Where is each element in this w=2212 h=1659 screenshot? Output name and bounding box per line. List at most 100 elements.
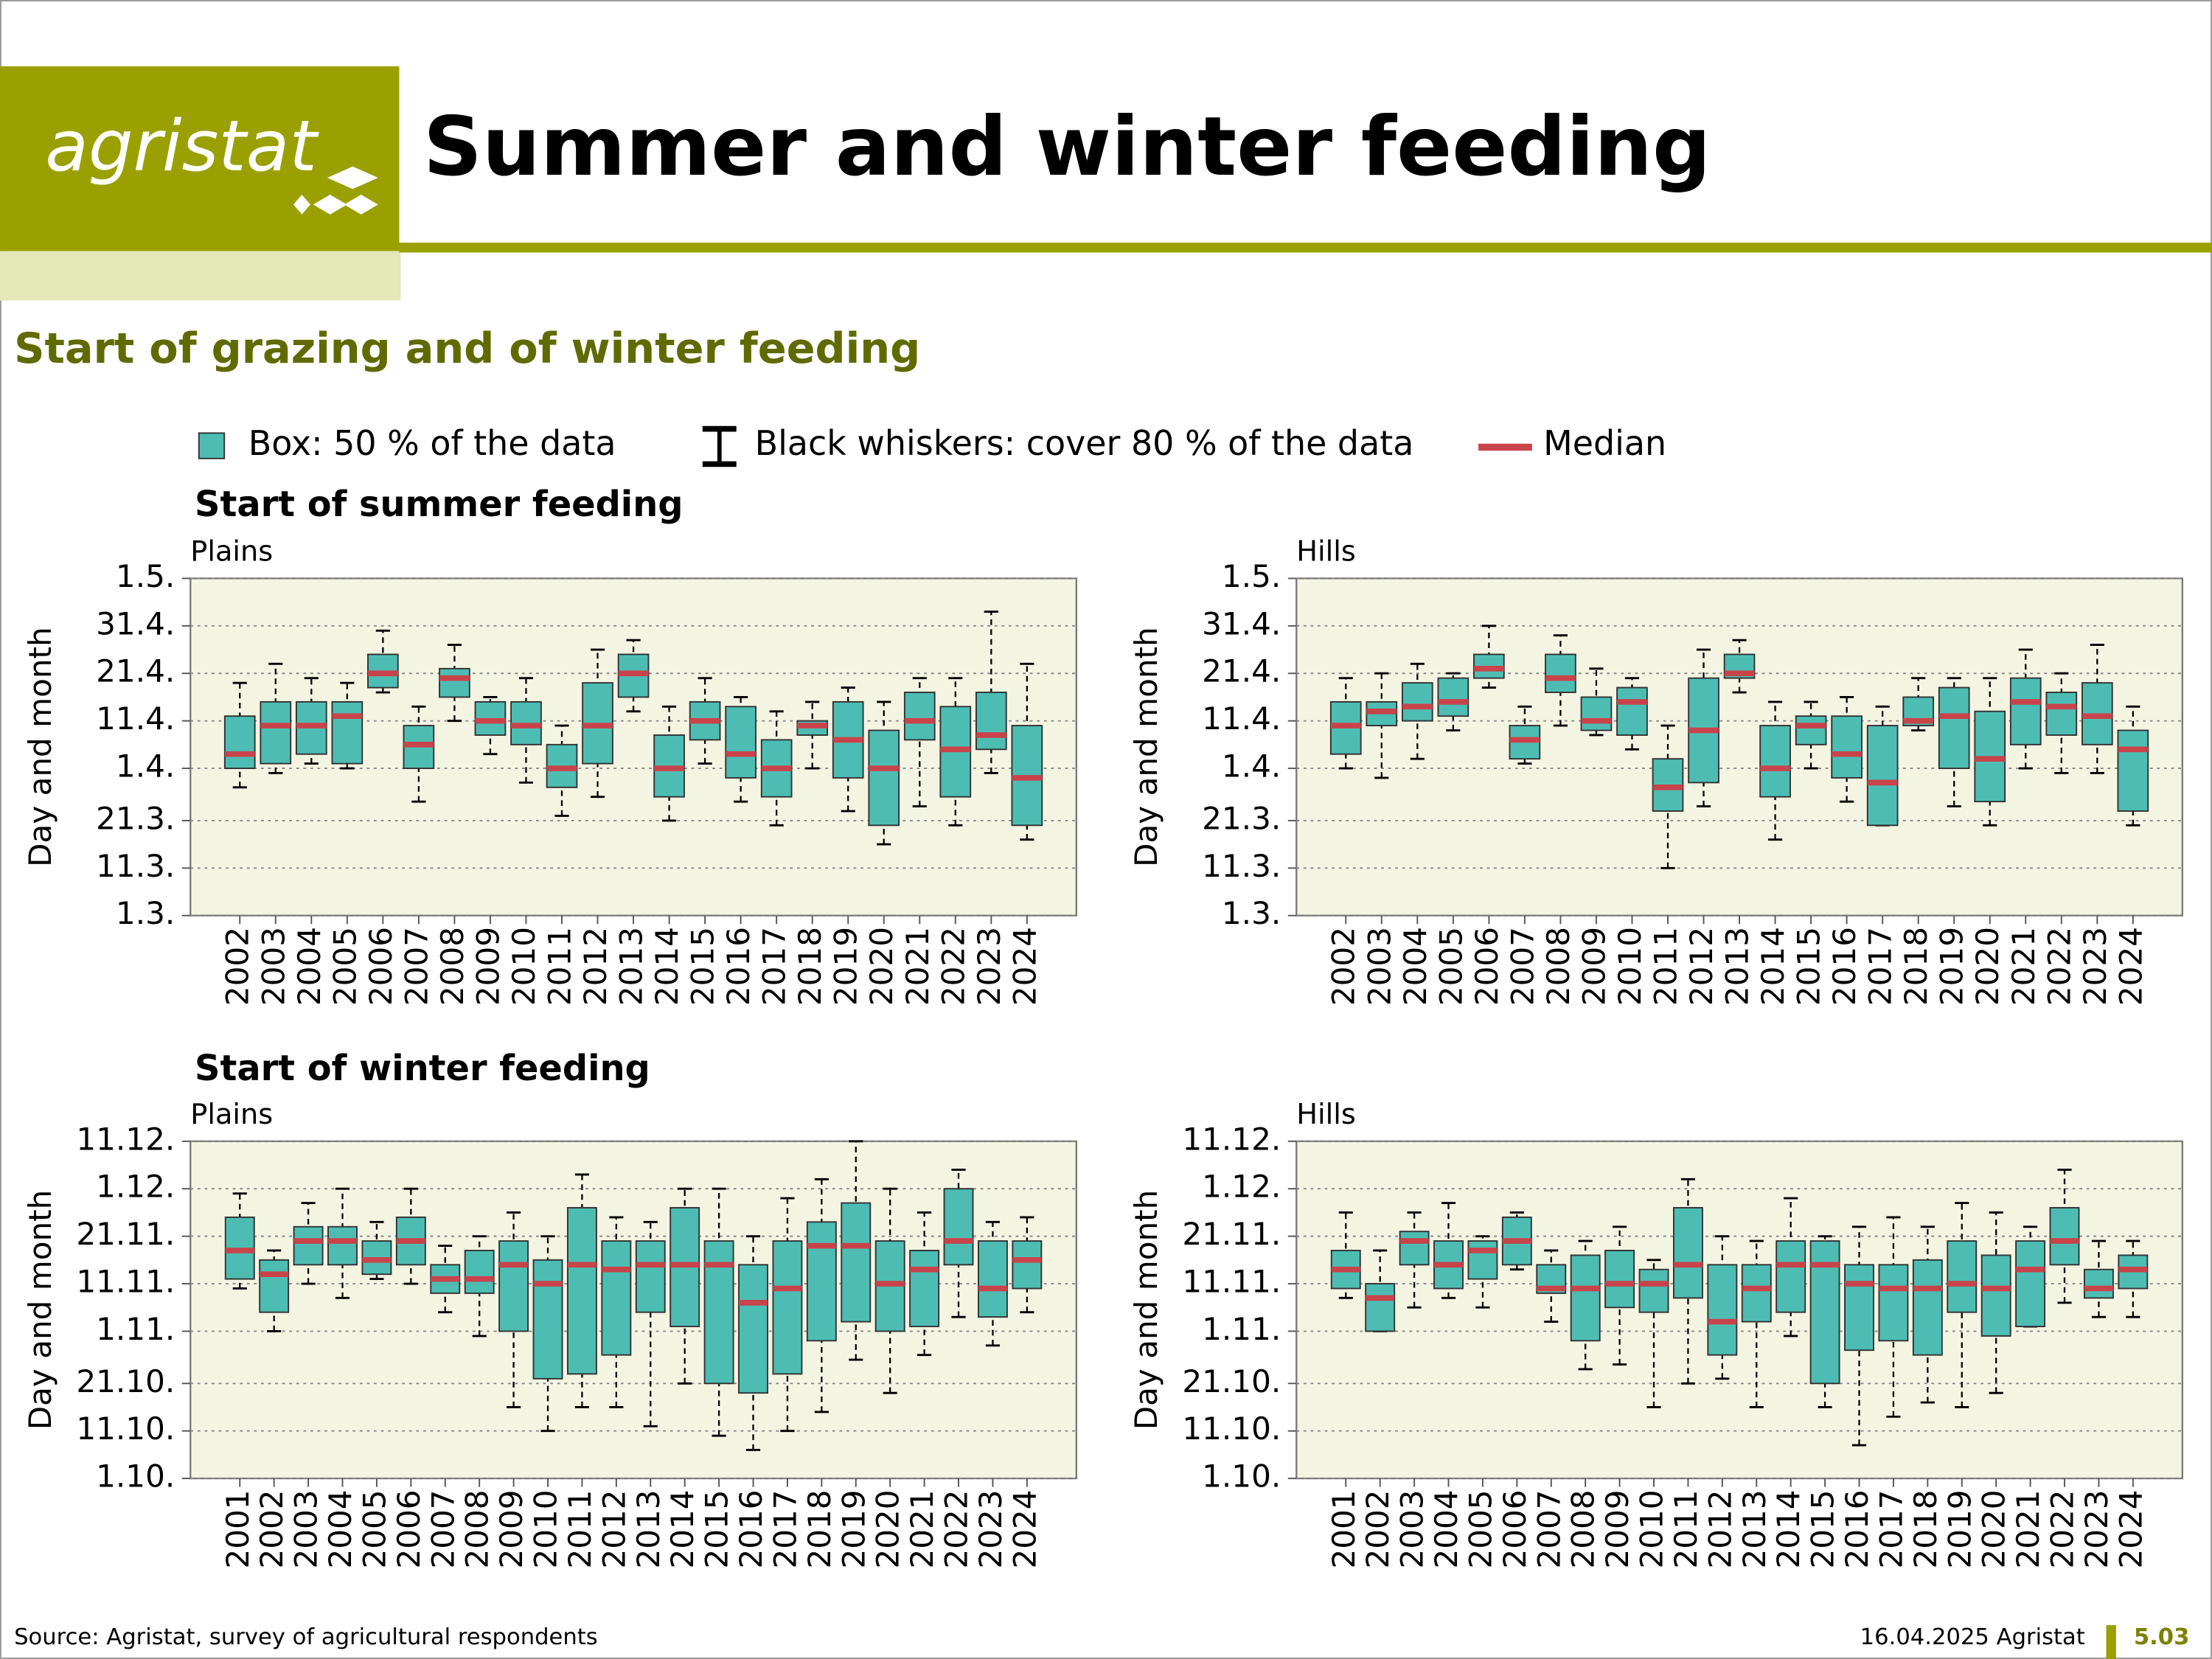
x-tick-label: 2024 (2112, 927, 2149, 1006)
box (1604, 1250, 1635, 1309)
x-tick-label: 2011 (562, 1489, 598, 1568)
box (498, 1240, 529, 1332)
legend-whisker-label: Black whiskers: cover 80 % of the data (755, 423, 1414, 463)
x-tick-label: 2016 (1839, 1489, 1875, 1568)
footer-page: 5.03 (2134, 1624, 2190, 1650)
y-tick-label: 1.4. (1222, 748, 1281, 785)
y-tick-label: 21.4. (1202, 653, 1281, 689)
x-tick-label: 2005 (327, 927, 363, 1006)
x-tick-label: 2021 (2006, 927, 2042, 1006)
box (1467, 1240, 1498, 1280)
x-tick-label: 2022 (2041, 927, 2077, 1006)
x-tick-label: 2016 (733, 1489, 769, 1568)
y-tick-label: 11.4. (96, 700, 175, 737)
x-tick-label: 2022 (935, 927, 971, 1006)
x-tick-label: 2017 (767, 1489, 803, 1568)
x-tick-label: 2019 (828, 927, 864, 1006)
x-tick-label: 2024 (2112, 1489, 2149, 1568)
box (975, 692, 1007, 751)
x-tick-label: 2002 (220, 927, 256, 1006)
y-tick-label: 21.11. (1182, 1216, 1281, 1252)
footer-bar (2106, 1625, 2116, 1659)
x-tick-label: 2014 (1770, 1489, 1806, 1568)
x-tick-label: 2005 (356, 1489, 392, 1568)
x-tick-label: 2013 (613, 927, 650, 1006)
x-tick-label: 2003 (255, 927, 291, 1006)
x-tick-label: 2023 (2077, 927, 2113, 1006)
section-title: Start of winter feeding (195, 1048, 650, 1089)
x-tick-label: 2013 (630, 1489, 667, 1568)
box (1365, 1283, 1396, 1332)
x-tick-label: 2005 (1462, 1489, 1498, 1568)
box (1741, 1264, 1772, 1323)
box (1938, 686, 1970, 770)
box (566, 1207, 597, 1375)
box (635, 1240, 666, 1313)
x-tick-label: 2002 (1326, 927, 1362, 1006)
x-tick-label: 2012 (1683, 927, 1719, 1006)
box (1844, 1264, 1874, 1352)
x-tick-label: 2008 (1565, 1489, 1601, 1568)
logo-text: agristat (45, 105, 319, 187)
x-tick-label: 2016 (1826, 927, 1863, 1006)
x-tick-label: 2014 (1755, 927, 1791, 1006)
box (903, 692, 936, 741)
box (2117, 729, 2149, 812)
subtitle: Start of grazing and of winter feeding (14, 324, 920, 373)
x-tick-label: 2007 (1504, 927, 1540, 1006)
box (738, 1264, 768, 1394)
y-tick-label: 11.4. (1202, 700, 1281, 737)
x-tick-label: 2010 (1612, 927, 1648, 1006)
plot-area (1295, 1140, 2183, 1480)
y-tick-label: 1.12. (1202, 1169, 1281, 1205)
box (1947, 1240, 1978, 1313)
logo-underband (0, 251, 401, 301)
box (1012, 1240, 1043, 1290)
plot-area (1295, 577, 2183, 917)
x-tick-label: 2016 (720, 927, 757, 1006)
box (2049, 1207, 2080, 1266)
x-tick-label: 2012 (1702, 1489, 1738, 1568)
y-tick-label: 31.4. (1202, 605, 1281, 641)
x-tick-label: 2006 (391, 1489, 427, 1568)
y-tick-label: 21.10. (76, 1363, 175, 1399)
x-tick-label: 2011 (1648, 927, 1684, 1006)
y-tick-label: 31.4. (96, 605, 175, 641)
x-tick-label: 2003 (1361, 927, 1397, 1006)
x-tick-label: 2002 (254, 1489, 290, 1568)
x-tick-label: 2020 (1969, 927, 2006, 1006)
box (1545, 653, 1576, 693)
legend-box-swatch (198, 432, 226, 459)
x-tick-label: 2014 (664, 1489, 700, 1568)
box (772, 1240, 803, 1375)
y-tick-label: 11.3. (96, 848, 175, 884)
x-tick-label: 2020 (863, 927, 900, 1006)
x-tick-label: 2021 (900, 927, 936, 1006)
x-tick-label: 2006 (363, 927, 399, 1006)
section-title: Start of summer feeding (195, 484, 683, 525)
box (2015, 1240, 2046, 1327)
box (331, 700, 364, 765)
x-tick-label: 2017 (1873, 1489, 1909, 1568)
y-tick-label: 11.3. (1202, 848, 1281, 884)
box (943, 1188, 974, 1266)
x-tick-label: 2017 (757, 927, 793, 1006)
y-tick-label: 11.11. (1182, 1264, 1281, 1300)
x-tick-label: 2006 (1497, 1489, 1533, 1568)
x-tick-label: 2001 (1326, 1489, 1362, 1568)
x-tick-label: 2009 (493, 1489, 529, 1568)
y-tick-label: 1.12. (96, 1169, 175, 1205)
y-tick-label: 1.10. (1202, 1458, 1281, 1495)
box (1866, 725, 1899, 827)
x-tick-label: 2023 (973, 1489, 1009, 1568)
y-tick-label: 1.11. (96, 1311, 175, 1347)
footer-source: Source: Agristat, survey of agricultural… (14, 1624, 598, 1650)
box (2045, 692, 2078, 736)
legend-median-label: Median (1543, 423, 1666, 463)
x-tick-label: 2022 (939, 1489, 975, 1568)
box (2009, 677, 2042, 745)
x-tick-label: 2005 (1433, 927, 1469, 1006)
y-tick-label: 11.10. (1182, 1411, 1281, 1447)
box (1401, 682, 1433, 722)
x-tick-label: 2002 (1360, 1489, 1396, 1568)
